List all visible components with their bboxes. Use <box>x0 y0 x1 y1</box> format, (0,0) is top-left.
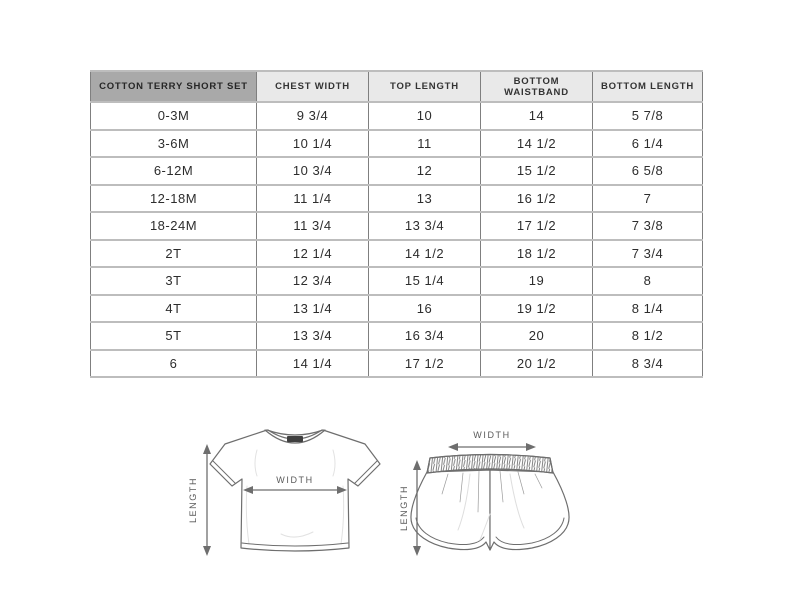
measurement-cell: 15 1/2 <box>480 156 593 186</box>
table-row: 5T 13 3/4 16 3/4 20 8 1/2 <box>90 321 703 351</box>
measurement-cell: 5 7/8 <box>592 101 703 131</box>
measurement-cell: 13 3/4 <box>368 211 481 241</box>
size-label-cell: 2T <box>90 238 257 268</box>
shorts-illustration: WIDTH LENGTH <box>400 430 570 556</box>
table-row: 6-12M 10 3/4 12 15 1/2 6 5/8 <box>90 156 703 186</box>
measurement-cell: 10 1/4 <box>256 128 369 158</box>
collar-tag <box>287 436 303 442</box>
column-header: TOP LENGTH <box>368 70 481 103</box>
measurement-cell: 6 1/4 <box>592 128 703 158</box>
measurement-cell: 8 1/4 <box>592 293 703 323</box>
table-row: 2T 12 1/4 14 1/2 18 1/2 7 3/4 <box>90 238 703 268</box>
measurement-cell: 15 1/4 <box>368 266 481 296</box>
size-label-cell: 0-3M <box>90 101 257 131</box>
measurement-cell: 19 1/2 <box>480 293 593 323</box>
measurement-cell: 8 1/2 <box>592 321 703 351</box>
table-row: 18-24M 11 3/4 13 3/4 17 1/2 7 3/8 <box>90 211 703 241</box>
measurement-cell: 12 <box>368 156 481 186</box>
measurement-cell: 8 <box>592 266 703 296</box>
size-label-cell: 18-24M <box>90 211 257 241</box>
measurement-cell: 10 3/4 <box>256 156 369 186</box>
size-label-cell: 6 <box>90 348 257 378</box>
measurement-cell: 13 1/4 <box>256 293 369 323</box>
table-row: 6 14 1/4 17 1/2 20 1/2 8 3/4 <box>90 348 703 378</box>
header-row: COTTON TERRY SHORT SET CHEST WIDTH TOP LEN… <box>90 70 703 103</box>
measurement-cell: 14 <box>480 101 593 131</box>
column-header-product-title: COTTON TERRY SHORT SET <box>90 70 257 103</box>
shorts-width-label: WIDTH <box>473 430 511 440</box>
measurement-cell: 16 <box>368 293 481 323</box>
tshirt-illustration: WIDTH LENGTH <box>188 429 381 556</box>
measurement-cell: 8 3/4 <box>592 348 703 378</box>
measurement-cell: 16 3/4 <box>368 321 481 351</box>
measurement-cell: 7 3/8 <box>592 211 703 241</box>
measurement-cell: 11 3/4 <box>256 211 369 241</box>
table-row: 0-3M 9 3/4 10 14 5 7/8 <box>90 101 703 131</box>
measurement-cell: 17 1/2 <box>368 348 481 378</box>
measurement-cell: 11 1/4 <box>256 183 369 213</box>
tshirt-length-label: LENGTH <box>188 477 198 523</box>
shorts-length-label: LENGTH <box>400 485 409 531</box>
table-row: 12-18M 11 1/4 13 16 1/2 7 <box>90 183 703 213</box>
measurement-cell: 20 1/2 <box>480 348 593 378</box>
measurement-cell: 13 <box>368 183 481 213</box>
measurement-cell: 20 <box>480 321 593 351</box>
measurement-cell: 14 1/2 <box>480 128 593 158</box>
table-row: 3-6M 10 1/4 11 14 1/2 6 1/4 <box>90 128 703 158</box>
measurement-cell: 11 <box>368 128 481 158</box>
size-label-cell: 5T <box>90 321 257 351</box>
column-header: CHEST WIDTH <box>256 70 369 103</box>
measurement-cell: 14 1/2 <box>368 238 481 268</box>
tshirt-length-arrow <box>203 444 211 556</box>
tshirt-width-label: WIDTH <box>276 475 314 485</box>
measurement-cell: 6 5/8 <box>592 156 703 186</box>
measurement-cell: 13 3/4 <box>256 321 369 351</box>
column-header: BOTTOM LENGTH <box>592 70 703 103</box>
measurement-cell: 18 1/2 <box>480 238 593 268</box>
measurement-cell: 14 1/4 <box>256 348 369 378</box>
shorts-width-arrow <box>448 443 536 451</box>
size-label-cell: 3T <box>90 266 257 296</box>
measurement-cell: 19 <box>480 266 593 296</box>
column-header: BOTTOM WAISTBAND <box>480 70 593 103</box>
tshirt-width-arrow <box>243 486 347 494</box>
measurement-cell: 12 1/4 <box>256 238 369 268</box>
measurement-cell: 9 3/4 <box>256 101 369 131</box>
measurement-cell: 10 <box>368 101 481 131</box>
table-row: 3T 12 3/4 15 1/4 19 8 <box>90 266 703 296</box>
measurement-cell: 12 3/4 <box>256 266 369 296</box>
size-label-cell: 3-6M <box>90 128 257 158</box>
size-label-cell: 4T <box>90 293 257 323</box>
measurement-cell: 7 3/4 <box>592 238 703 268</box>
measurement-cell: 17 1/2 <box>480 211 593 241</box>
size-label-cell: 12-18M <box>90 183 257 213</box>
size-label-cell: 6-12M <box>90 156 257 186</box>
size-chart-table: COTTON TERRY SHORT SET CHEST WIDTH TOP LEN… <box>90 70 703 378</box>
table-row: 4T 13 1/4 16 19 1/2 8 1/4 <box>90 293 703 323</box>
measurement-cell: 7 <box>592 183 703 213</box>
measurement-cell: 16 1/2 <box>480 183 593 213</box>
shorts-length-arrow <box>413 460 421 556</box>
